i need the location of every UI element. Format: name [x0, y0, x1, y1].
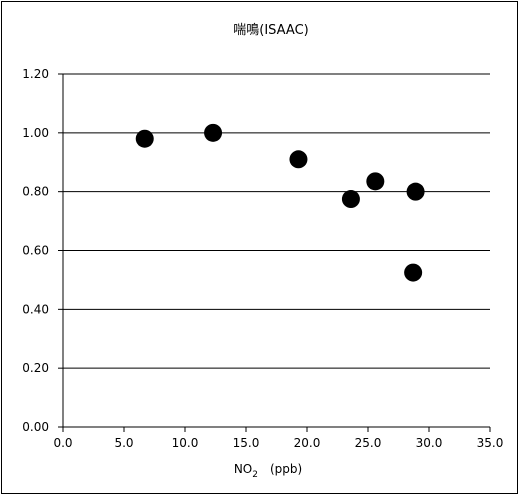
x-tick-label: 15.0 — [233, 436, 260, 450]
x-tick-label: 0.0 — [53, 436, 72, 450]
y-tick-label: 0.00 — [22, 420, 49, 434]
y-tick-label: 0.40 — [22, 302, 49, 316]
x-tick-label: 25.0 — [355, 436, 382, 450]
data-point — [406, 182, 425, 201]
grid-lines — [63, 73, 490, 369]
data-point — [135, 129, 154, 148]
chart-title: 喘鳴(ISAAC) — [233, 22, 308, 38]
data-points — [135, 123, 425, 282]
x-axis-label-main: NO — [234, 462, 252, 476]
y-tick-labels: 0.00 0.20 0.40 0.60 0.80 1.00 1.20 — [22, 67, 49, 434]
x-axis-label-subscript: 2 — [252, 470, 258, 480]
y-tick-label: 1.00 — [22, 126, 49, 140]
data-point — [404, 263, 423, 282]
x-tick-labels: 0.0 5.0 10.0 15.0 20.0 25.0 30.0 35.0 — [53, 436, 503, 450]
x-axis-label-unit: (ppb) — [270, 462, 302, 476]
data-point — [289, 150, 308, 169]
axes — [58, 73, 491, 432]
data-point — [366, 172, 385, 191]
x-tick-label: 20.0 — [294, 436, 321, 450]
data-point — [204, 123, 223, 142]
x-tick-label: 30.0 — [416, 436, 443, 450]
y-tick-label: 0.60 — [22, 244, 49, 258]
y-tick-label: 1.20 — [22, 67, 49, 81]
x-tick-label: 35.0 — [477, 436, 504, 450]
x-axis-label: NO2 (ppb) — [234, 462, 302, 480]
data-point — [341, 190, 360, 209]
y-tick-label: 0.20 — [22, 361, 49, 375]
y-tick-label: 0.80 — [22, 185, 49, 199]
x-tick-label: 10.0 — [172, 436, 199, 450]
x-tick-label: 5.0 — [114, 436, 133, 450]
